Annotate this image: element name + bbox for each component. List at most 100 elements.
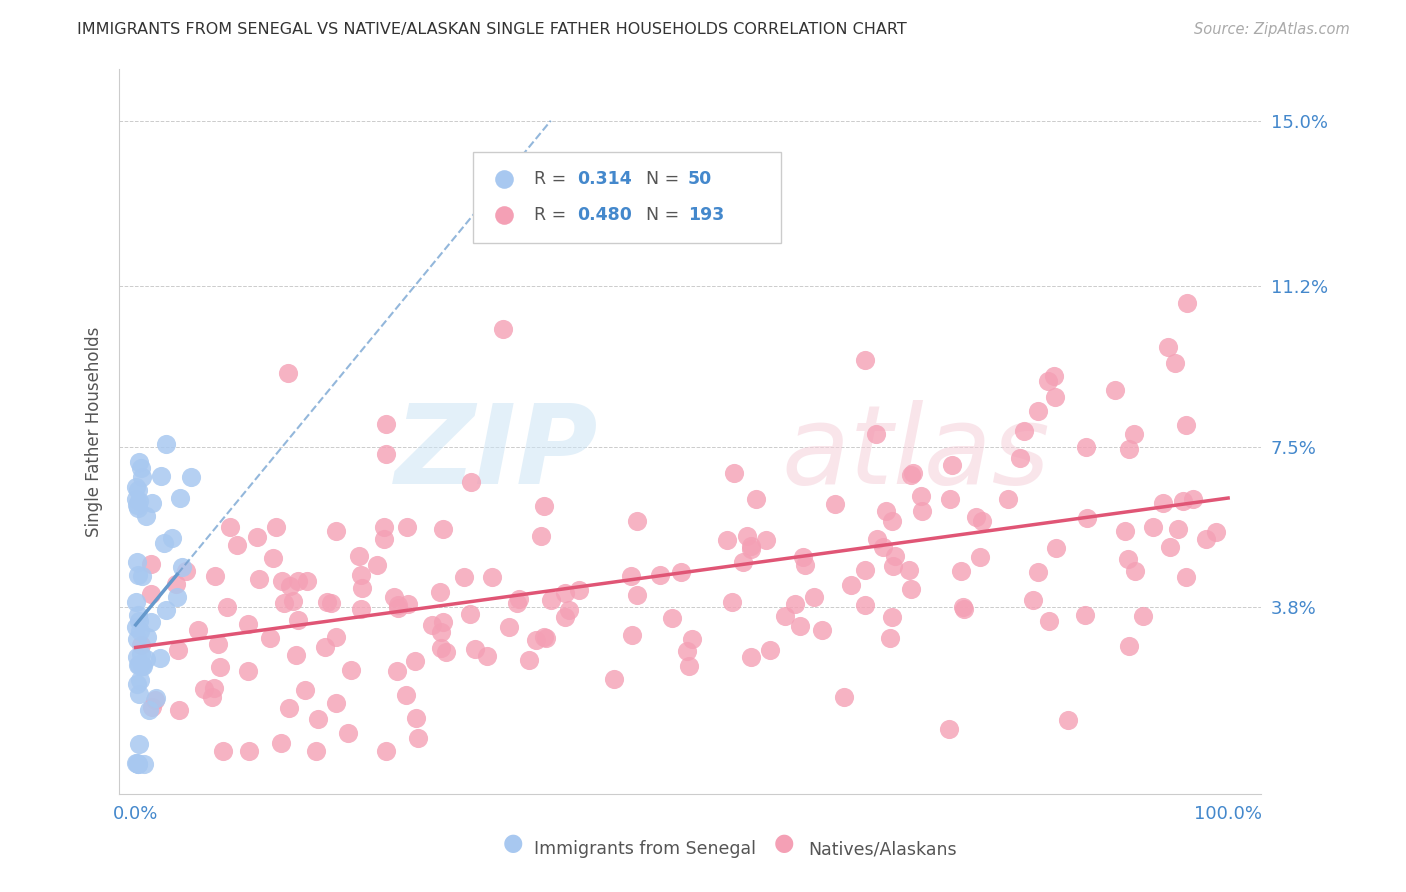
Point	[620, 627, 643, 641]
Point	[264, 519, 287, 533]
Point	[135, 508, 157, 523]
Point	[385, 664, 408, 678]
Point	[387, 599, 409, 613]
Point	[938, 722, 960, 736]
Point	[125, 756, 148, 770]
Point	[162, 531, 184, 545]
Point	[212, 744, 235, 758]
Point	[129, 461, 152, 475]
Point	[524, 633, 547, 648]
Point	[1043, 390, 1066, 404]
Point	[340, 663, 363, 677]
Text: ●: ●	[775, 830, 794, 855]
Text: IMMIGRANTS FROM SENEGAL VS NATIVE/ALASKAN SINGLE FATHER HOUSEHOLDS CORRELATION C: IMMIGRANTS FROM SENEGAL VS NATIVE/ALASKA…	[77, 22, 907, 37]
Text: Immigrants from Senegal: Immigrants from Senegal	[534, 840, 756, 858]
Text: 50: 50	[688, 169, 711, 188]
Point	[1045, 541, 1067, 556]
Point	[127, 756, 149, 771]
Point	[129, 624, 152, 638]
Point	[125, 756, 148, 770]
Text: R =: R =	[534, 206, 571, 224]
Point	[349, 567, 371, 582]
Point	[568, 583, 591, 598]
Point	[128, 614, 150, 628]
Point	[1195, 532, 1218, 546]
Point	[939, 492, 962, 507]
Point	[678, 659, 700, 673]
Point	[1076, 440, 1098, 454]
Point	[307, 712, 329, 726]
Point	[1167, 522, 1189, 536]
Point	[128, 658, 150, 673]
Point	[534, 631, 557, 645]
Point	[839, 578, 862, 592]
Point	[773, 609, 796, 624]
Point	[853, 598, 876, 612]
Point	[202, 681, 225, 695]
Point	[1026, 565, 1049, 579]
Point	[900, 582, 922, 597]
Point	[180, 470, 202, 484]
Point	[882, 558, 904, 573]
Point	[941, 458, 963, 472]
Point	[270, 736, 292, 750]
Point	[155, 437, 177, 451]
Point	[125, 491, 148, 506]
Point	[277, 366, 299, 380]
Point	[352, 581, 374, 595]
Point	[375, 744, 398, 758]
Point	[910, 489, 932, 503]
Point	[325, 524, 347, 538]
Point	[141, 496, 163, 510]
Point	[481, 570, 503, 584]
Point	[626, 514, 648, 528]
Point	[1171, 494, 1194, 508]
Point	[429, 585, 451, 599]
Point	[287, 613, 309, 627]
Point	[366, 558, 388, 572]
Y-axis label: Single Father Households: Single Father Households	[86, 326, 103, 537]
Point	[127, 500, 149, 515]
Point	[755, 533, 778, 547]
Point	[259, 631, 281, 645]
Point	[136, 630, 159, 644]
Point	[740, 541, 762, 556]
Point	[321, 596, 343, 610]
Point	[1026, 404, 1049, 418]
Point	[336, 725, 359, 739]
Point	[900, 468, 922, 483]
Point	[1175, 296, 1198, 310]
Point	[1021, 593, 1043, 607]
Point	[387, 601, 409, 615]
Point	[127, 608, 149, 623]
Point	[218, 519, 240, 533]
Point	[669, 565, 692, 579]
Point	[165, 576, 187, 591]
Point	[969, 549, 991, 564]
Point	[1043, 369, 1066, 384]
Text: 0.480: 0.480	[576, 206, 631, 224]
Point	[204, 569, 226, 583]
Point	[1132, 608, 1154, 623]
Point	[236, 665, 259, 679]
Point	[132, 659, 155, 673]
Point	[1118, 639, 1140, 653]
Point	[131, 659, 153, 673]
Point	[236, 616, 259, 631]
Point	[422, 618, 444, 632]
Point	[898, 563, 921, 577]
Point	[1038, 614, 1060, 628]
Point	[404, 654, 426, 668]
Text: 193: 193	[688, 206, 724, 224]
Point	[952, 601, 974, 615]
Point	[530, 529, 553, 543]
Point	[187, 623, 209, 637]
Point	[170, 559, 193, 574]
Point	[277, 700, 299, 714]
Point	[745, 491, 768, 506]
Point	[506, 596, 529, 610]
Point	[217, 599, 239, 614]
Point	[432, 615, 454, 629]
Point	[155, 602, 177, 616]
Point	[128, 455, 150, 469]
